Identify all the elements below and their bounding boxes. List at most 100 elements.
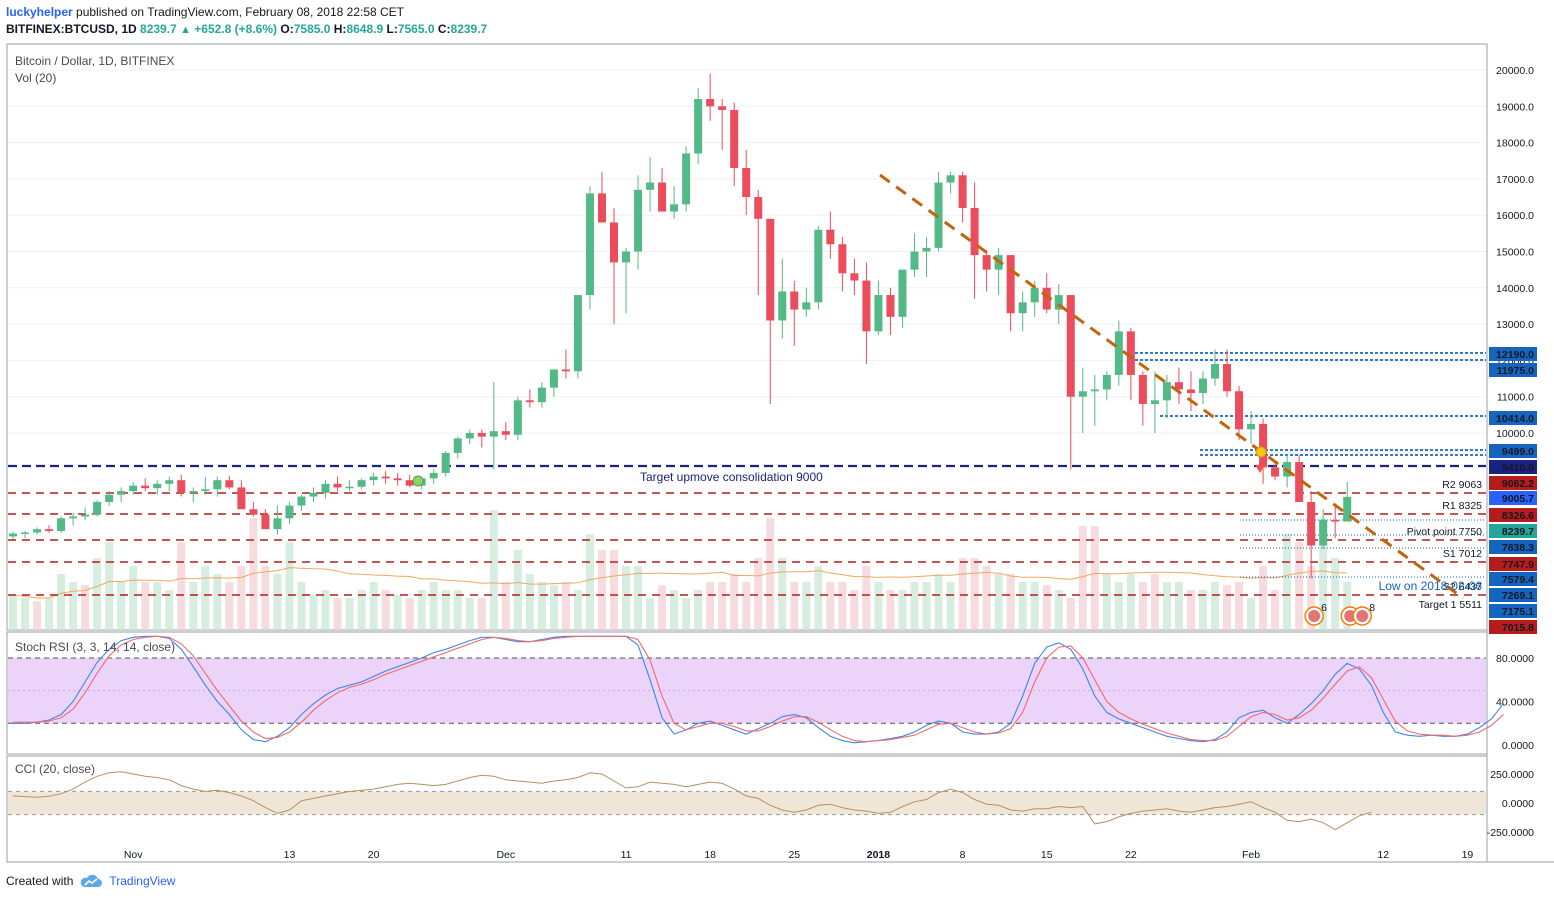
candle-body [393,478,402,481]
volume-bar [718,582,727,630]
price-tick-label: 17000.0 [1496,174,1534,186]
time-tick-label: 22 [1125,849,1137,861]
price-tag-label: 7269.1 [1502,590,1534,602]
volume-bar [814,566,823,630]
volume-bar [1259,566,1268,630]
volume-bar [333,598,342,630]
candle-body [1114,331,1123,375]
symbol-line: BITFINEX:BTCUSD, 1D [6,22,137,36]
candle-body [57,518,66,532]
time-tick-label: 12 [1377,849,1389,861]
low-value: 7565.0 [397,22,435,36]
candle-body [201,489,210,492]
time-axis: Nov 13 20 Dec 11 18 25 2018 8 15 22 Feb 12 19 [124,849,1474,861]
price-tag-badge [1489,444,1537,458]
volume-bar [1030,582,1039,630]
price-tag-label: 8326.6 [1502,510,1534,522]
volume-bar [129,566,138,630]
time-tick-label: Nov [124,849,143,861]
volume-bar [465,598,474,630]
candle-body [585,193,594,296]
candle-body [1006,255,1015,314]
volume-bar [778,558,787,630]
stoch-d-line [13,635,1504,743]
volume-bar [513,550,522,630]
volume-bar [802,582,811,630]
volume-bar [213,574,222,630]
volume-bar [982,566,991,630]
volume-bar [57,574,66,630]
cci-line [12,771,1372,831]
tradingview-brand-link[interactable]: TradingView [109,874,176,888]
volume-bar [525,574,534,630]
volume-bar [706,582,715,630]
time-tick-label: 20 [368,849,380,861]
candle-body [321,483,330,493]
volume-bar [826,582,835,630]
volume-bar [634,566,643,630]
volume-bar [345,598,354,630]
candle-body [670,204,679,212]
volume-bar [874,582,883,630]
candle-body [826,229,835,245]
price-tick-label: 19000.0 [1496,101,1534,113]
volume-bar [177,542,186,630]
volume-bar [646,598,655,630]
stoch-tick-label: 0.0000 [1502,740,1534,752]
volume-bar [1211,582,1219,630]
author-name[interactable]: luckyhelper [6,5,73,19]
volume-bar [309,594,318,630]
us-flag-event-icon [1308,610,1321,622]
volume-bar [922,582,931,630]
volume-bar [441,590,450,630]
volume-bar [1283,534,1292,630]
low-label: L: [386,22,398,36]
volume-bar [9,594,17,630]
candle-body [622,251,631,263]
price-tag-label: 11975.0 [1497,365,1535,377]
candle-body [838,244,847,274]
price-tag-label: 7175.1 [1502,606,1534,618]
volume-bar [501,582,510,630]
volume-bar [417,590,426,630]
volume-bar [453,590,462,630]
candle-body [297,496,306,506]
volume-bar [405,598,414,630]
candle-body [105,494,114,502]
created-with-text: Created with [6,874,74,888]
candle-body [513,400,522,435]
volume-bar [694,590,703,630]
pivot-level-label: R2 9063 [1442,479,1482,491]
candle-body [477,433,486,437]
candle-body [1223,364,1232,392]
volume-bar [285,542,294,630]
volume-bar [549,585,558,630]
volume-bar [189,582,198,630]
candle-body [261,514,270,530]
volume-bar [573,590,582,630]
candle-body [573,295,582,372]
price-tag-label: 8239.7 [1502,526,1534,538]
ohlc-line: BITFINEX:BTCUSD, 1D 8239.7 ▲ +652.8 (+8.… [6,22,487,36]
volume-bar [477,598,486,630]
candle-body [610,222,618,263]
time-tick-label: 19 [1462,849,1474,861]
volume-bar [1198,590,1207,630]
candle-body [1307,501,1316,546]
open-label: O: [280,22,294,36]
main-pane-frame [6,43,1488,631]
stoch-tick-label: 40.0000 [1496,697,1534,709]
volume-bar [201,566,210,630]
volume-bar [730,574,739,630]
volume-bar [946,582,955,630]
candle-body [381,476,390,479]
stoch-tick-label: 80.0000 [1496,653,1534,665]
volume-bar [1186,590,1195,630]
volume-bar [682,598,691,630]
volume-bar [850,590,859,630]
candle-body [1186,389,1195,394]
main-pane-title: Bitcoin / Dollar, 1D, BITFINEX [15,54,174,68]
volume-bar [886,590,895,630]
candle-body [1018,302,1027,314]
